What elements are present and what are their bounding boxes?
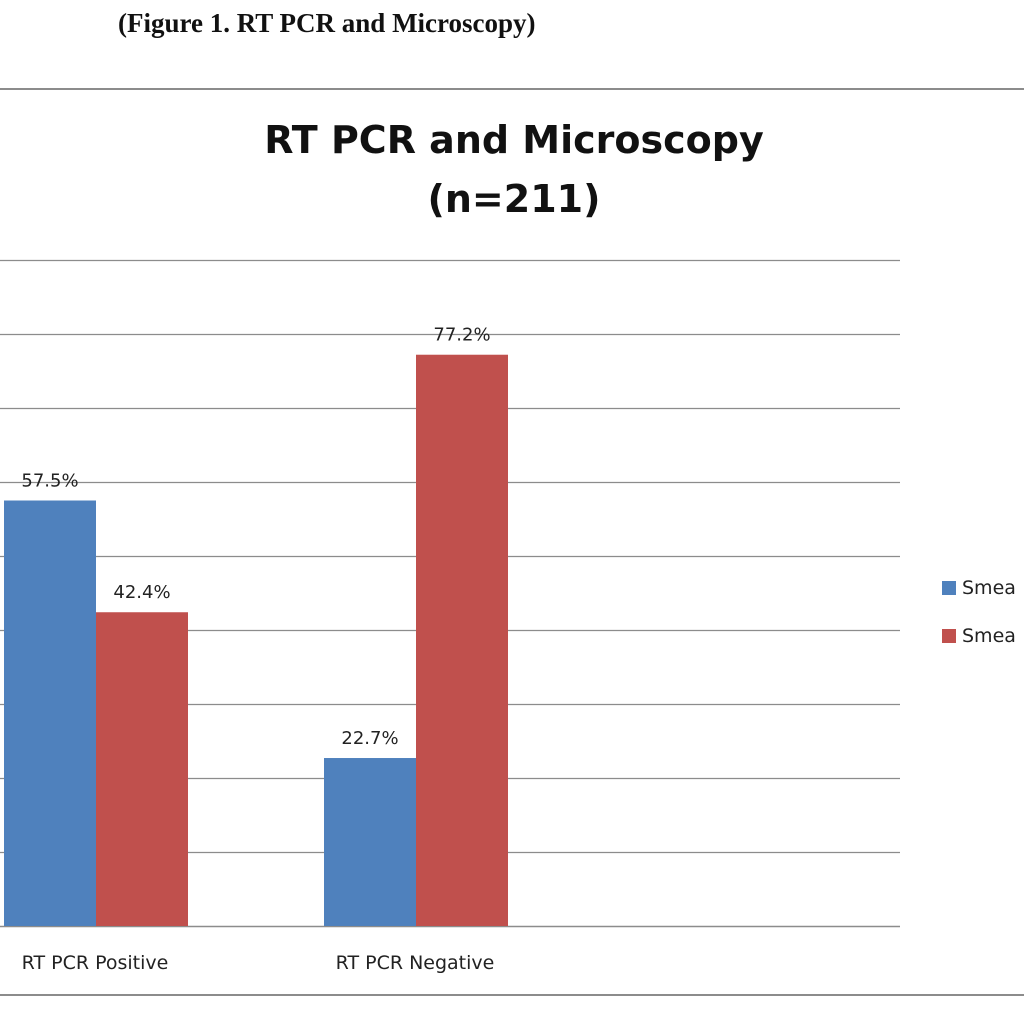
- legend-label-series-2: Smea: [962, 626, 1016, 646]
- legend-label-series-1: Smea: [962, 578, 1016, 598]
- data-label: 77.2%: [433, 325, 490, 346]
- chart-subtitle: (n=211): [427, 177, 601, 221]
- data-label: 42.4%: [113, 582, 170, 603]
- chart-frame-top: [0, 88, 1024, 90]
- bar-rt-pcr-negative-series-2: [416, 354, 508, 927]
- bar-rt-pcr-positive-series-1: [4, 500, 96, 926]
- x-tick-label: RT PCR Positive: [22, 952, 169, 974]
- data-label: 57.5%: [21, 471, 78, 492]
- chart-frame-bottom: [0, 994, 1024, 996]
- legend-swatch-series-2: [942, 629, 956, 643]
- chart-title: RT PCR and Microscopy: [264, 118, 764, 162]
- bar-rt-pcr-negative-series-1: [324, 758, 416, 926]
- legend-item-series-2: Smea: [942, 626, 1024, 646]
- data-label: 22.7%: [341, 728, 398, 749]
- legend-item-series-1: Smea: [942, 578, 1024, 598]
- legend-swatch-series-1: [942, 581, 956, 595]
- figure-caption: (Figure 1. RT PCR and Microscopy): [118, 8, 536, 38]
- bar-rt-pcr-positive-series-2: [96, 612, 188, 926]
- x-tick-label: RT PCR Negative: [336, 952, 495, 974]
